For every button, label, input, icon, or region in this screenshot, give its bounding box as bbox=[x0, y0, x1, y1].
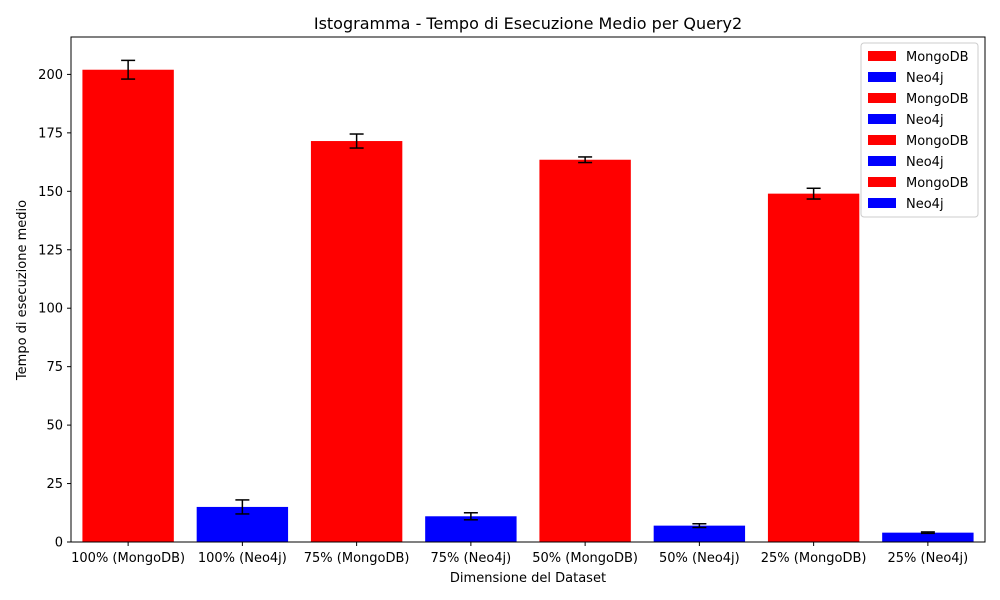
y-axis-label: Tempo di esecuzione medio bbox=[15, 200, 30, 381]
legend: MongoDB Neo4j MongoDB Neo4j MongoDB Neo4j Mong… bbox=[860, 42, 979, 218]
y-tick-label: 150 bbox=[38, 185, 63, 200]
chart-title: Istogramma - Tempo di Esecuzione Medio p… bbox=[314, 14, 742, 33]
bar-8 bbox=[882, 532, 974, 542]
legend-swatch bbox=[868, 72, 896, 82]
legend-label: Neo4j bbox=[906, 71, 944, 86]
legend-swatch bbox=[868, 93, 896, 103]
bar-7 bbox=[767, 193, 860, 542]
error-bar-3 bbox=[349, 133, 364, 149]
legend-label: MongoDB bbox=[906, 50, 969, 65]
legend-label: Neo4j bbox=[906, 155, 944, 170]
error-bar-1 bbox=[121, 59, 136, 80]
bar-6 bbox=[653, 525, 746, 542]
bar-5 bbox=[539, 159, 631, 543]
x-tick-label: 100% (MongoDB) bbox=[71, 551, 185, 566]
x-tick-label: 25% (MongoDB) bbox=[761, 551, 867, 566]
error-bar-6 bbox=[692, 523, 707, 529]
x-axis-label: Dimensione del Dataset bbox=[450, 571, 606, 586]
plot-area bbox=[70, 36, 986, 543]
bar-1 bbox=[82, 69, 174, 543]
legend-swatch bbox=[868, 135, 896, 145]
axes-frame bbox=[70, 36, 986, 543]
y-tick-label: 100 bbox=[38, 302, 63, 317]
y-tick-label: 50 bbox=[46, 419, 63, 434]
y-tick-label: 125 bbox=[38, 243, 63, 258]
x-tick-label: 100% (Neo4j) bbox=[198, 551, 287, 566]
legend-label: MongoDB bbox=[906, 92, 969, 107]
y-tick-label: 75 bbox=[46, 360, 63, 375]
x-tick-label: 25% (Neo4j) bbox=[888, 551, 969, 566]
error-bar-7 bbox=[806, 187, 821, 200]
bar-3 bbox=[310, 141, 403, 542]
x-axis: 100% (MongoDB) 100% (Neo4j) 75% (MongoDB) 7… bbox=[71, 542, 968, 566]
legend-label: MongoDB bbox=[906, 176, 969, 191]
legend-swatch bbox=[868, 156, 896, 166]
y-axis: 0 25 50 75 100 125 150 175 200 bbox=[38, 68, 71, 551]
legend-label: Neo4j bbox=[906, 113, 944, 128]
bar-4 bbox=[425, 516, 517, 542]
legend-swatch bbox=[868, 114, 896, 124]
legend-swatch bbox=[868, 198, 896, 208]
x-tick-label: 75% (MongoDB) bbox=[304, 551, 410, 566]
legend-box bbox=[860, 42, 979, 218]
y-tick-label: 25 bbox=[46, 477, 63, 492]
x-tick-label: 75% (Neo4j) bbox=[431, 551, 512, 566]
error-bar-5 bbox=[578, 156, 593, 164]
legend-swatch bbox=[868, 177, 896, 187]
y-tick-label: 200 bbox=[38, 68, 63, 83]
error-bar-4 bbox=[463, 512, 478, 521]
error-bar-8 bbox=[920, 531, 935, 535]
legend-label: Neo4j bbox=[906, 197, 944, 212]
x-tick-label: 50% (Neo4j) bbox=[659, 551, 740, 566]
error-bar-2 bbox=[235, 499, 250, 515]
legend-swatch bbox=[868, 51, 896, 61]
x-tick-label: 50% (MongoDB) bbox=[532, 551, 638, 566]
legend-label: MongoDB bbox=[906, 134, 969, 149]
y-tick-label: 175 bbox=[38, 126, 63, 141]
y-tick-label: 0 bbox=[55, 536, 63, 551]
